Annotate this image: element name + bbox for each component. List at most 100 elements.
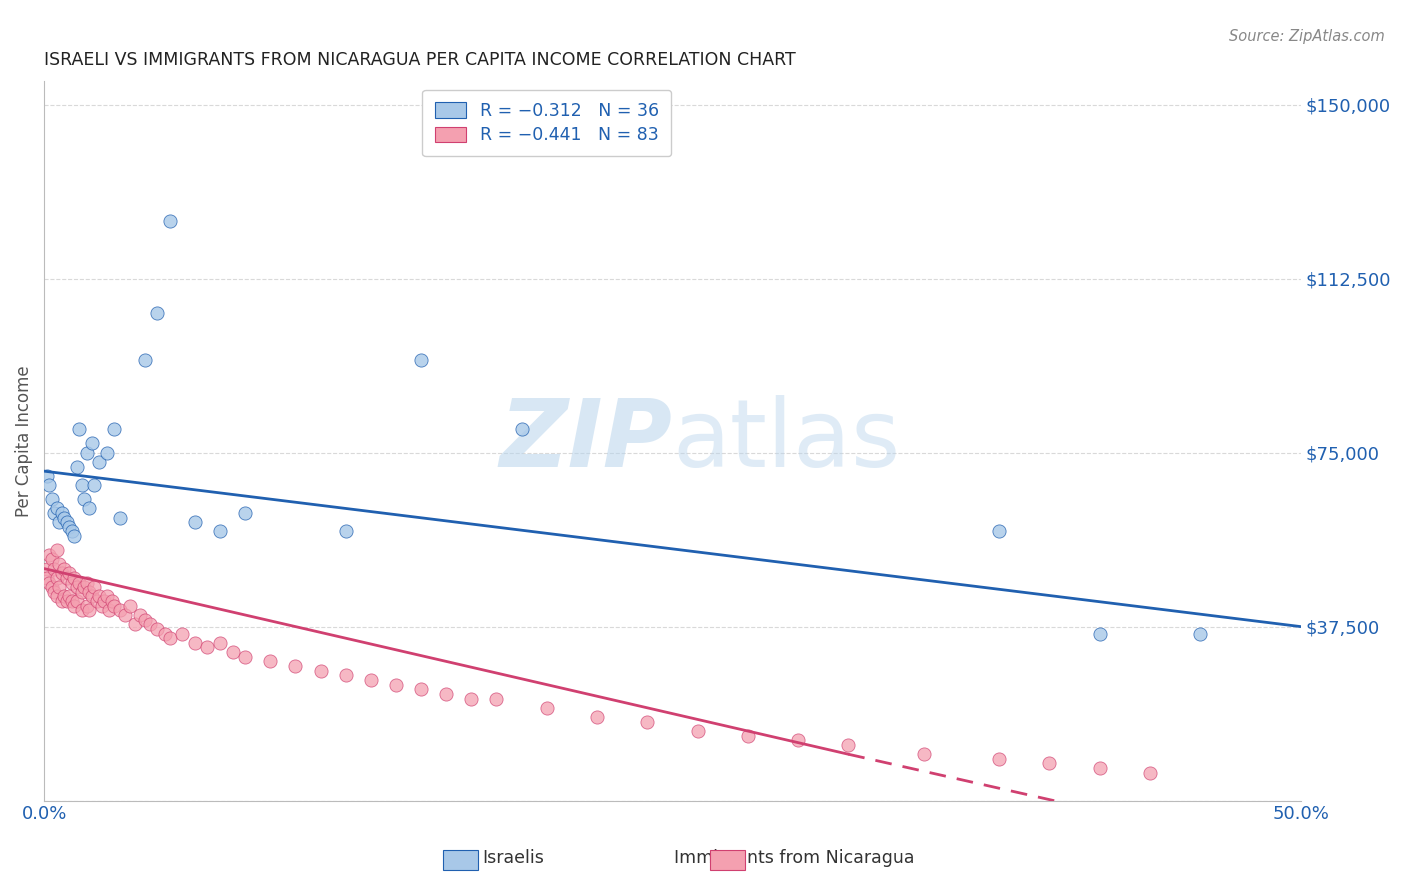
Point (79, 603, 101, 617)
Point (128, 607, 150, 622)
Point (55, 571, 77, 585)
Point (485, 691, 508, 706)
Point (284, 659, 307, 673)
Point (96, 445, 118, 459)
Point (45, 501, 67, 516)
Point (172, 626, 194, 640)
Point (48, 515, 70, 529)
Point (55, 594, 77, 608)
Point (48, 580, 70, 594)
Point (184, 636, 207, 650)
Point (159, 631, 181, 645)
Point (89, 590, 111, 604)
Point (60, 575, 83, 590)
Point (44, 506, 66, 520)
Point (636, 714, 658, 729)
Point (70, 584, 93, 599)
Point (35, 468, 58, 483)
Point (1189, 626, 1212, 640)
Point (1088, 626, 1111, 640)
Point (259, 654, 281, 668)
Point (460, 691, 482, 706)
Point (58, 566, 80, 581)
Point (38, 548, 60, 562)
Point (309, 664, 332, 678)
Point (55, 515, 77, 529)
Point (41, 491, 63, 506)
Point (510, 422, 533, 436)
Point (41, 580, 63, 594)
Y-axis label: Per Capita Income: Per Capita Income (15, 365, 32, 516)
Point (988, 524, 1011, 539)
Point (988, 752, 1011, 766)
Point (79, 501, 101, 516)
Point (434, 687, 457, 701)
Point (51, 594, 73, 608)
Point (45, 590, 67, 604)
Text: Source: ZipAtlas.com: Source: ZipAtlas.com (1229, 29, 1385, 44)
Text: ZIP: ZIP (499, 395, 672, 487)
Point (118, 599, 141, 613)
Point (108, 510, 131, 524)
Legend: R = −0.312   N = 36, R = −0.441   N = 83: R = −0.312 N = 36, R = −0.441 N = 83 (422, 90, 671, 156)
Point (159, 213, 181, 227)
Point (35, 561, 58, 575)
Point (90, 599, 112, 613)
Point (51, 566, 73, 581)
Point (89, 455, 111, 469)
Point (153, 626, 176, 640)
Point (103, 422, 125, 436)
Point (60, 594, 83, 608)
Point (58, 520, 80, 534)
Point (360, 673, 382, 687)
Point (1038, 756, 1060, 771)
Point (86, 594, 108, 608)
Point (138, 617, 160, 632)
Point (912, 747, 935, 762)
Point (70, 603, 93, 617)
Point (66, 459, 89, 474)
Point (837, 738, 859, 752)
Point (233, 649, 256, 664)
Point (124, 617, 146, 632)
Point (73, 491, 96, 506)
Point (108, 603, 131, 617)
Point (101, 594, 124, 608)
Text: atlas: atlas (672, 395, 901, 487)
Point (146, 306, 169, 320)
Point (208, 636, 231, 650)
Point (80, 436, 103, 450)
Point (335, 668, 357, 682)
Point (83, 580, 105, 594)
Text: ISRAELI VS IMMIGRANTS FROM NICARAGUA PER CAPITA INCOME CORRELATION CHART: ISRAELI VS IMMIGRANTS FROM NICARAGUA PER… (44, 51, 796, 69)
Point (66, 594, 89, 608)
Point (134, 613, 156, 627)
Point (44, 561, 66, 575)
Point (76, 575, 98, 590)
Point (44, 584, 66, 599)
Point (96, 590, 118, 604)
Point (66, 580, 89, 594)
Text: Israelis: Israelis (482, 849, 544, 867)
Point (197, 640, 219, 655)
Point (67, 575, 90, 590)
Point (53, 561, 76, 575)
Point (35, 571, 58, 585)
Point (98, 603, 121, 617)
Point (67, 422, 90, 436)
Point (38, 575, 60, 590)
Point (70, 478, 93, 492)
Point (787, 733, 810, 747)
Point (208, 524, 231, 539)
Point (134, 352, 156, 367)
Point (385, 677, 408, 691)
Point (221, 645, 243, 659)
Point (38, 478, 60, 492)
Point (76, 599, 98, 613)
Point (335, 524, 357, 539)
Point (41, 552, 63, 566)
Point (45, 571, 67, 585)
Point (63, 529, 86, 543)
Point (83, 478, 105, 492)
Point (536, 701, 558, 715)
